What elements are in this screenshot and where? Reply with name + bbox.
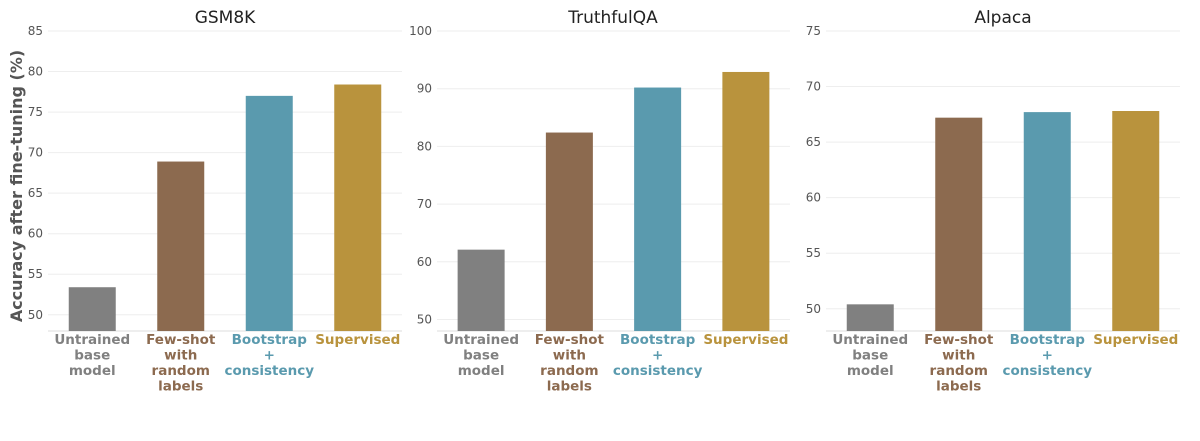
bar-supervised [722, 71, 770, 331]
y-tick-label: 50 [806, 302, 821, 316]
y-tick-label: 70 [417, 197, 432, 211]
y-tick-label: 75 [28, 105, 43, 119]
x-tick-label: Supervised [315, 332, 400, 348]
y-tick-label: 60 [28, 227, 43, 241]
panel-title: TruthfulQA [567, 8, 658, 28]
x-tick-label: Supervised [703, 332, 788, 348]
x-tick-label: Bootstrap + consistency [1002, 332, 1092, 379]
bar-bootstrap-consistency [245, 95, 293, 331]
x-tick-label: Few-shot with random labels [924, 332, 994, 395]
y-tick-label: 80 [417, 139, 432, 153]
y-tick-label: 100 [409, 24, 432, 38]
y-tick-label: 50 [28, 308, 43, 322]
y-tick-label: 55 [28, 267, 43, 281]
y-tick-label: 85 [28, 24, 43, 38]
y-tick-label: 70 [28, 146, 43, 160]
x-tick-label: Supervised [1093, 332, 1178, 348]
y-tick-label: 65 [28, 186, 43, 200]
x-tick-label: Untrained base model [54, 332, 130, 379]
y-tick-label: 80 [28, 65, 43, 79]
y-tick-label: 60 [417, 255, 432, 269]
x-tick-label: Bootstrap + consistency [224, 332, 314, 379]
bar-few-shot-random-labels [157, 161, 205, 331]
chart-panel: GSM8K 50 55 60 65 70 75 80 85 Untrained base model F… [28, 8, 402, 395]
bar-few-shot-random-labels [935, 117, 983, 332]
panel-title: Alpaca [974, 8, 1031, 28]
bar-few-shot-random-labels [545, 132, 593, 331]
x-tick-label: Untrained base model [832, 332, 908, 379]
y-tick-label: 60 [806, 191, 821, 205]
bar-untrained-base-model [457, 249, 505, 331]
panel-title: GSM8K [195, 8, 256, 28]
chart-panel: TruthfulQA 50 60 70 80 90 100 Untrained base mode… [409, 8, 790, 395]
bar-bootstrap-consistency [634, 87, 682, 332]
y-tick-label: 90 [417, 82, 432, 96]
bar-untrained-base-model [68, 287, 116, 331]
bar-supervised [334, 84, 382, 331]
y-axis-title: Accuracy after fine-tuning (%) [7, 50, 26, 322]
y-tick-label: 70 [806, 80, 821, 94]
x-tick-label: Few-shot with random labels [535, 332, 605, 395]
bar-bootstrap-consistency [1023, 112, 1071, 331]
chart-panel: Alpaca 50 55 60 65 70 75 Untrained base model Few-… [806, 8, 1180, 395]
y-tick-label: 50 [417, 312, 432, 326]
chart-panels: GSM8K 50 55 60 65 70 75 80 85 Untrained base model F… [28, 8, 1180, 395]
y-tick-label: 55 [806, 246, 821, 260]
y-tick-label: 65 [806, 135, 821, 149]
y-tick-label: 75 [806, 24, 821, 38]
x-tick-label: Bootstrap + consistency [613, 332, 703, 379]
x-tick-label: Few-shot with random labels [146, 332, 216, 395]
bar-untrained-base-model [846, 304, 894, 331]
bar-supervised [1112, 111, 1160, 331]
x-tick-label: Untrained base model [443, 332, 519, 379]
